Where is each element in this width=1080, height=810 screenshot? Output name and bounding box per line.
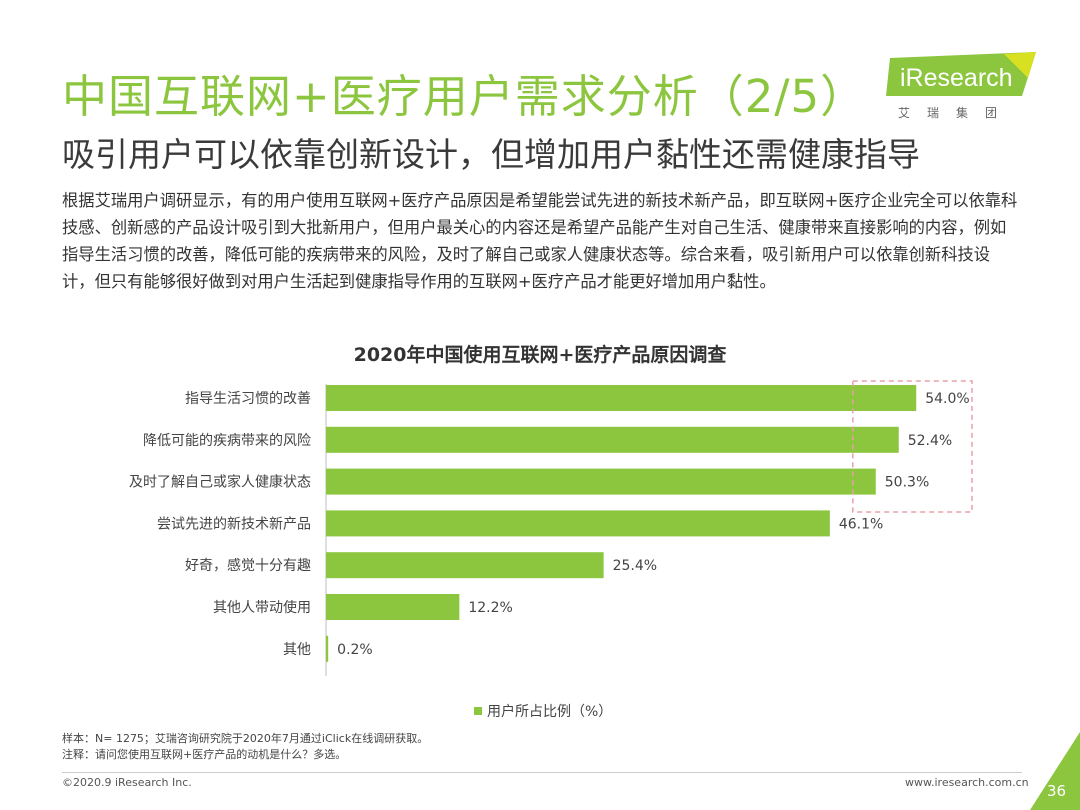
bar [326,426,899,453]
logo-sub-text: 艾瑞集团 [898,106,1015,120]
footer-website[interactable]: www.iresearch.com.cn [905,776,1029,789]
bar [326,594,460,620]
chart-legend: 用户所占比例（%） [474,701,612,721]
question-note: 注释：请问您使用互联网+医疗产品的动机是什么？多选。 [62,748,347,761]
value-label: 25.4% [613,558,657,574]
bar [326,468,876,495]
legend-label: 用户所占比例（%） [487,704,613,720]
bar [326,635,329,662]
value-label: 54.0% [925,391,969,407]
legend-swatch [474,707,482,715]
iresearch-logo: iResearch 艾瑞集团 [886,52,1046,127]
page-title: 中国互联网+医疗用户需求分析（2/5） [62,70,867,123]
value-label: 0.2% [337,642,373,658]
value-label: 12.2% [468,600,512,616]
page-number: 36 [1047,782,1067,800]
bar-chart: 指导生活习惯的改善 54.0% 降低可能的疾病带来的风险 52.4% 及时了解自己或家人… [129,380,973,676]
footer-divider [62,772,1022,773]
footer-copyright: ©2020.9 iResearch Inc. [62,776,192,789]
category-label: 其他人带动使用 [213,599,311,616]
category-label: 降低可能的疾病带来的风险 [143,433,311,449]
logo-banner-shape [886,52,1036,96]
chart-notes: 样本：N= 1275；艾瑞咨询研究院于2020年7月通过iClick在线调研获取… [62,731,428,763]
value-label: 50.3% [885,475,929,491]
bar [326,552,604,579]
bar [326,510,830,537]
value-label: 52.4% [908,433,952,449]
category-label: 尝试先进的新技术新产品 [157,516,311,532]
category-label: 及时了解自己或家人健康状态 [129,474,311,491]
page-corner-shape [1030,732,1080,810]
intro-paragraph: 根据艾瑞用户调研显示，有的用户使用互联网+医疗产品原因是希望能尝试先进的新技术新… [62,191,1018,291]
page-subtitle: 吸引用户可以依靠创新设计，但增加用户黏性还需健康指导 [62,135,920,174]
category-label: 指导生活习惯的改善 [185,390,311,407]
category-label: 其他 [283,642,311,658]
logo-brand-text: iResearch [900,64,1013,92]
bar [326,385,917,411]
category-label: 好奇，感觉十分有趣 [185,557,311,574]
chart-title: 2020年中国使用互联网+医疗产品原因调查 [353,344,727,366]
highlight-box [852,380,973,513]
value-label: 46.1% [839,516,883,532]
source-note: 样本：N= 1275；艾瑞咨询研究院于2020年7月通过iClick在线调研获取… [62,732,429,745]
